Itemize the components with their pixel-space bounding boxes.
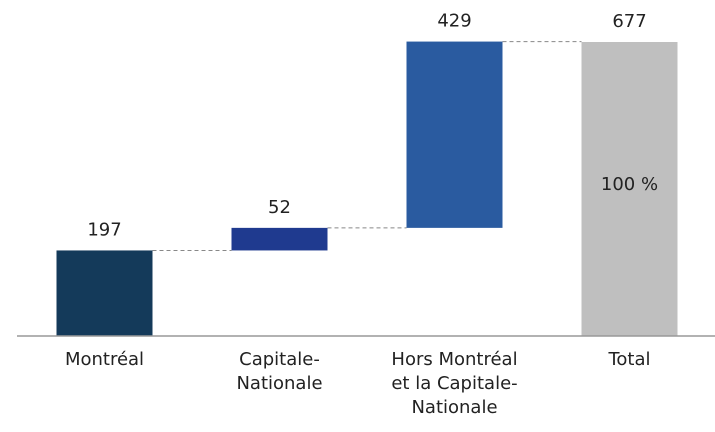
value-label: 429 — [437, 11, 471, 32]
x-tick-label: Capitale-Nationale — [236, 349, 323, 394]
x-tick-label: Hors Montréal et la Capitale-Nationale — [391, 349, 518, 418]
value-label: 197 — [87, 219, 121, 240]
bar — [231, 227, 328, 251]
bar — [56, 250, 153, 336]
x-tick-label: Total — [608, 349, 651, 370]
bar-annotation: 100 % — [601, 174, 658, 195]
bar — [406, 41, 503, 228]
value-label: 677 — [612, 11, 646, 32]
x-tick-label: Montréal — [64, 349, 145, 370]
value-label: 52 — [268, 197, 291, 218]
bar — [581, 42, 678, 336]
